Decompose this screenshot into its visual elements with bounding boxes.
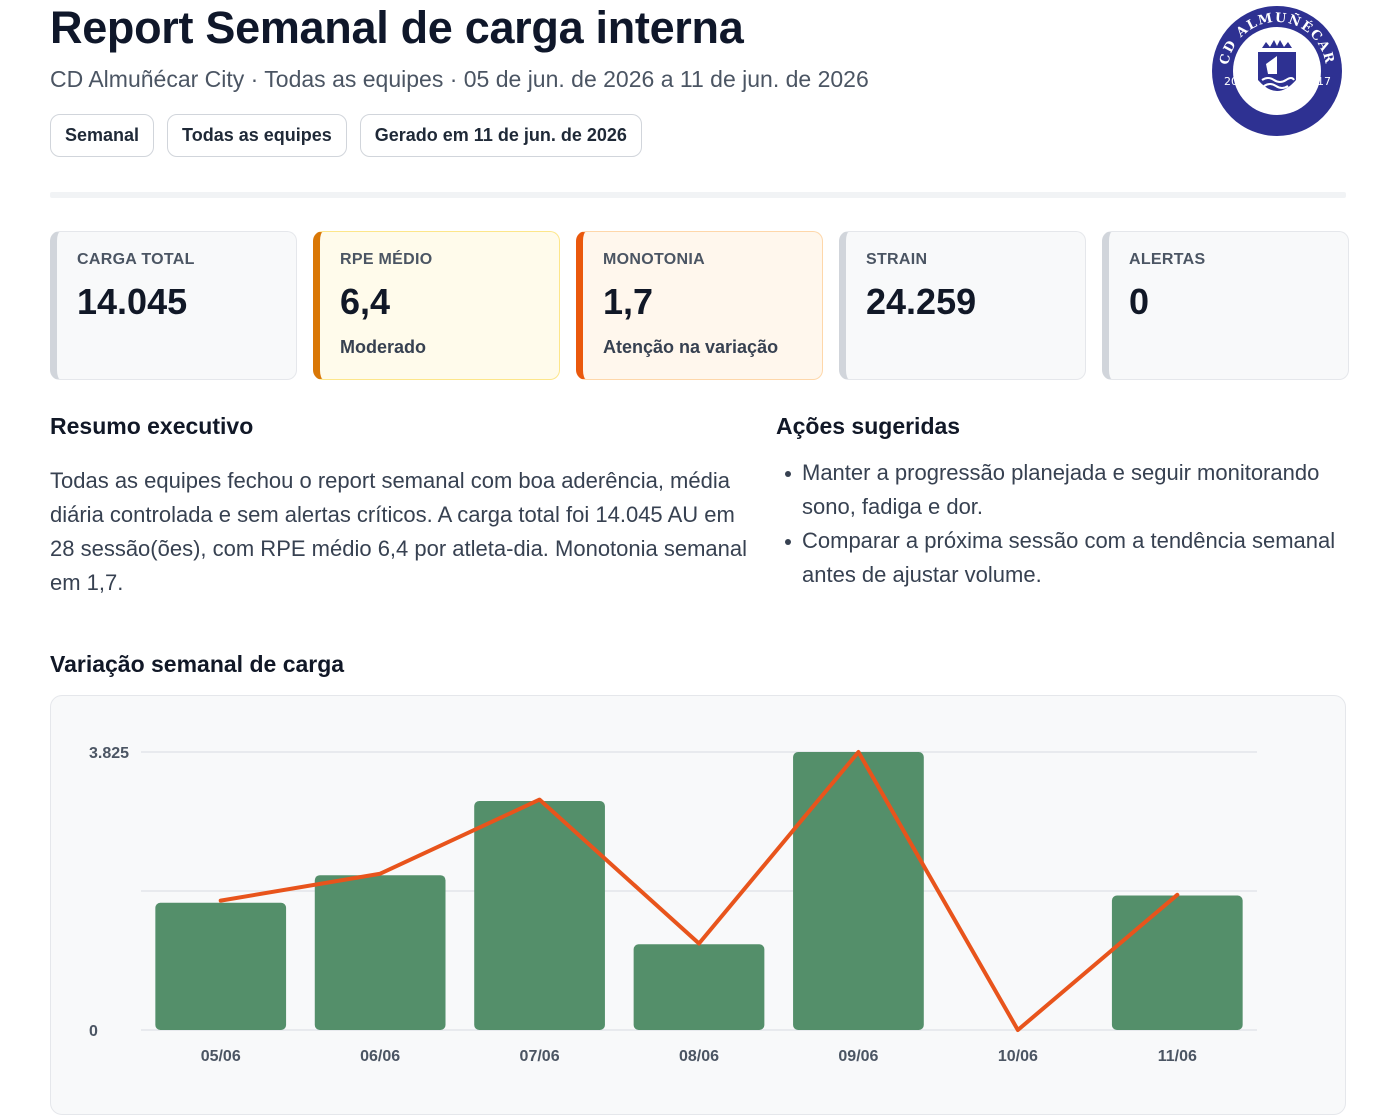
kpi-value: 0 [1129,281,1150,322]
x-tick-label: 07/06 [520,1048,560,1065]
crest-emblem-icon [1258,40,1296,91]
action-item: Manter a progressão planejada e seguir m… [785,456,1362,524]
chip-generated-date[interactable]: Gerado em 11 de jun. de 2026 [359,114,642,157]
chart-panel: 0 3.825 05/06 06/06 07/06 08/06 09/06 10/06 11/0… [50,695,1346,1115]
actions-heading: Ações sugeridas [776,413,961,439]
crest-text-bottom: CITY [1254,98,1296,117]
bar-08-06 [633,944,765,1030]
kpi-label: MONOTONIA [603,251,705,268]
y-tick-label: 0 [89,1023,98,1040]
kpi-cards: CARGA TOTAL 14.045 RPE MÉDIO 6,4 Moderad… [50,231,1349,380]
kpi-label: STRAIN [866,251,928,268]
x-tick-label: 10/06 [998,1048,1038,1065]
chip-period[interactable]: Semanal [50,114,155,157]
kpi-label: CARGA TOTAL [77,251,195,268]
y-tick-label: 3.825 [89,745,129,762]
kpi-value: 14.045 [77,281,188,322]
kpi-status-note: Atenção na variação [603,337,779,357]
kpi-label: RPE MÉDIO [340,251,433,268]
kpi-value: 1,7 [603,281,654,322]
chart-heading: Variação semanal de carga [50,651,345,677]
kpi-strain: STRAIN 24.259 [839,231,1086,380]
x-tick-label: 11/06 [1158,1048,1197,1065]
kpi-rpe-medio: RPE MÉDIO 6,4 Moderado [313,231,560,380]
header-divider [50,192,1346,198]
filter-chips: Semanal Todas as equipes Gerado em 11 de… [50,114,642,157]
crest-year-left: 20 [1224,75,1238,88]
bar-06-06 [314,875,446,1030]
bar-05-06 [155,902,287,1030]
kpi-alertas: ALERTAS 0 [1102,231,1349,380]
kpi-carga-total: CARGA TOTAL 14.045 [50,231,297,380]
x-tick-label: 08/06 [679,1048,719,1065]
page-subtitle: CD Almuñécar City · Todas as equipes · 0… [50,66,869,92]
page-title: Report Semanal de carga interna [50,2,744,53]
x-tick-label: 09/06 [838,1048,878,1065]
summary-text: Todas as equipes fechou o report semanal… [50,468,748,595]
svg-text:CITY: CITY [1254,98,1299,117]
trend-line [218,750,1180,1032]
kpi-value: 24.259 [866,281,977,322]
summary-heading: Resumo executivo [50,413,254,439]
crest-year-right: 17 [1317,75,1331,88]
x-tick-label: 05/06 [201,1048,241,1065]
bar-11-06 [1111,895,1243,1030]
actions-list: Manter a progressão planejada e seguir m… [780,456,1362,592]
load-chart: 0 3.825 05/06 06/06 07/06 08/06 09/06 10/06 11/0… [89,745,1257,1065]
kpi-value: 6,4 [340,281,391,322]
bar-09-06 [793,752,924,1030]
action-item: Comparar a próxima sessão com a tendênci… [785,524,1362,592]
club-crest-logo: CD ALMUÑÉCAR CITY 20 17 [1212,6,1342,136]
kpi-status-note: Moderado [340,337,427,357]
chip-team[interactable]: Todas as equipes [167,114,347,157]
kpi-monotonia: MONOTONIA 1,7 Atenção na variação [576,231,823,380]
kpi-label: ALERTAS [1129,251,1206,268]
bar-07-06 [474,801,605,1030]
x-tick-label: 06/06 [360,1048,400,1065]
